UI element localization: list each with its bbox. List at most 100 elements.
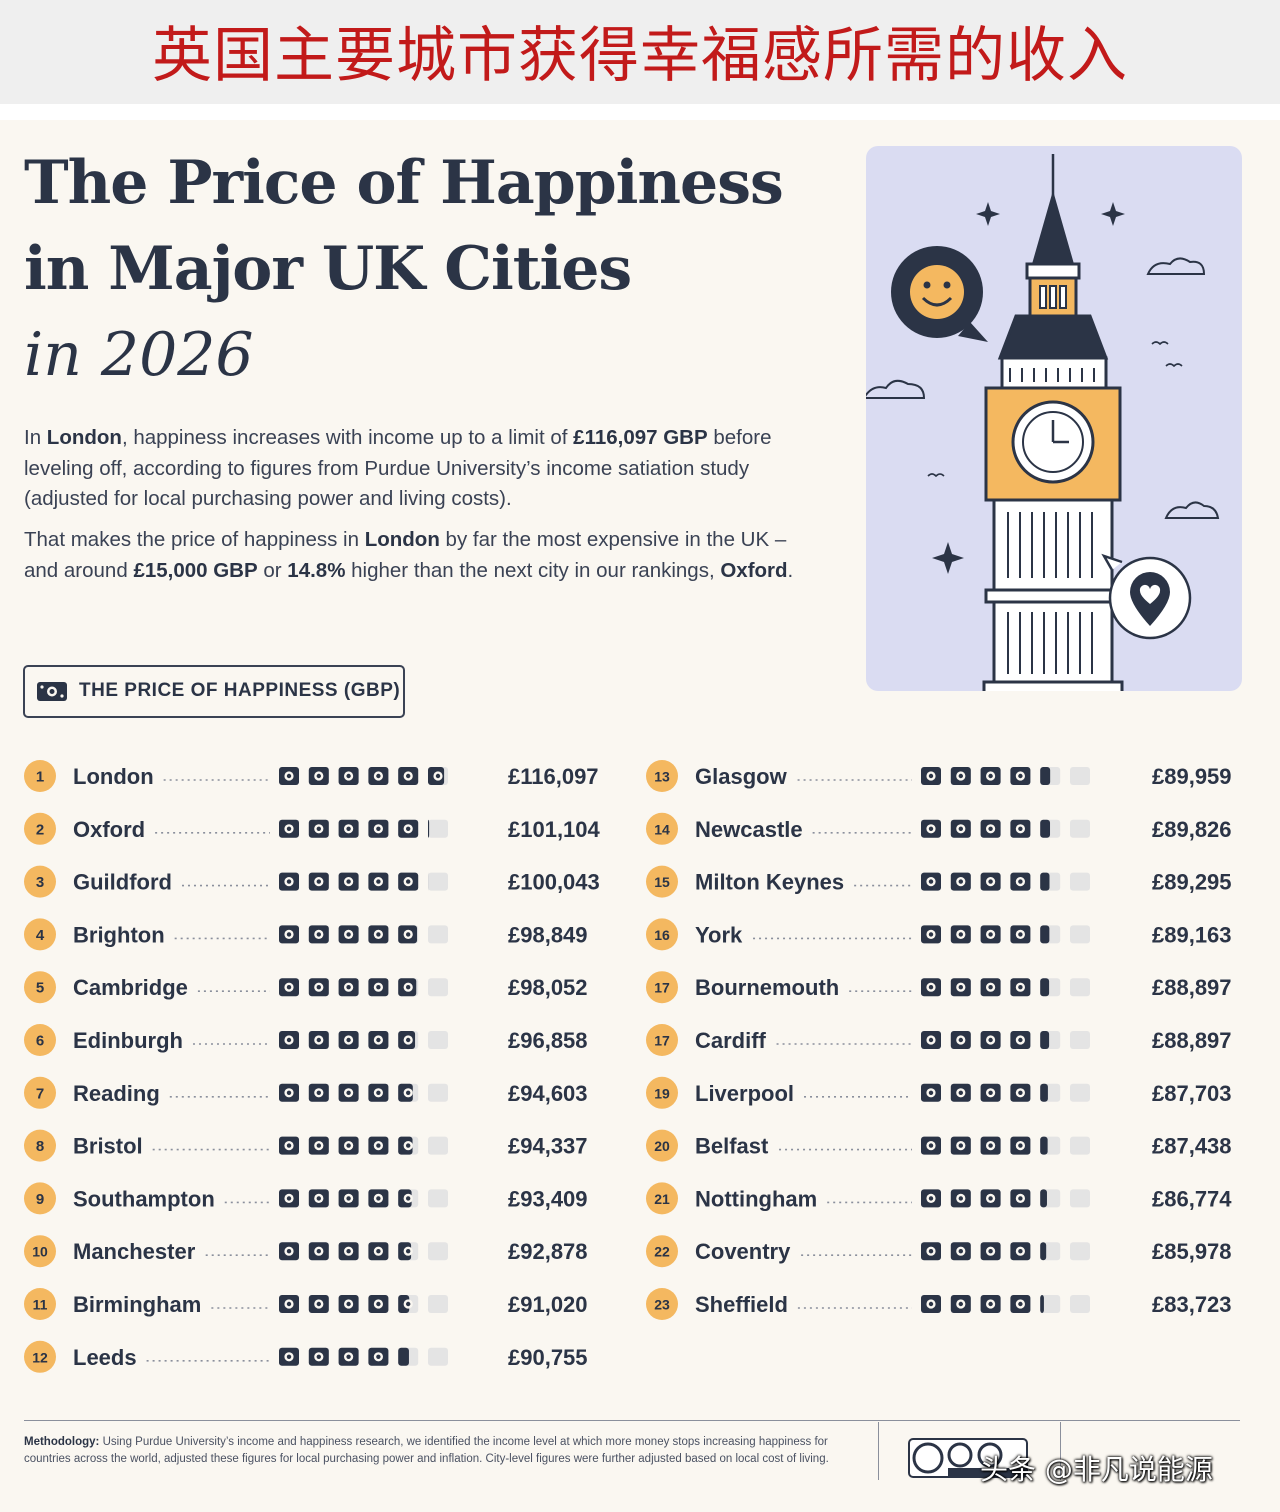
rank-badge: [646, 812, 678, 845]
banknote-icon-dot: [376, 773, 381, 779]
rank-number: 20: [654, 1138, 670, 1154]
banknote-icon-dot: [346, 1301, 351, 1307]
rank-badge: [24, 1076, 56, 1109]
banknote-icon-dot: [376, 1354, 381, 1359]
banknote-icon-dot: [346, 773, 351, 779]
banknote-icon-dot: [406, 826, 411, 831]
intro-emphasis: London: [364, 528, 440, 551]
watermark: 头条 @非凡说能源: [980, 1453, 1213, 1486]
banknote-icon-dot: [1018, 1143, 1023, 1148]
value-label: £90,755: [508, 1345, 588, 1370]
table-row: 12 Leeds £90,755: [24, 1340, 588, 1373]
sparkle-icon: [976, 202, 1000, 226]
intro-text: or: [257, 558, 288, 582]
banknote-icon-dot: [286, 985, 292, 990]
methodology-note: Methodology: Using Purdue University’s i…: [24, 1434, 854, 1468]
rank-badge: [646, 1288, 678, 1320]
banknote-icon-filled: [428, 819, 430, 838]
banknote-icon-dot: [1018, 1249, 1023, 1254]
banknote-icon-dot: [1018, 1090, 1023, 1095]
page-title-line-3: in 2026: [24, 320, 254, 390]
banknote-icon-empty: [1070, 872, 1090, 891]
banknote-icon-empty: [1070, 1136, 1090, 1155]
table-row: 17 Cardiff £88,897: [646, 1024, 1232, 1056]
banknote-icon-dot: [376, 826, 381, 831]
banknote-icon-dot: [988, 932, 993, 937]
city-name: Oxford: [73, 817, 145, 842]
city-name: Reading: [73, 1081, 160, 1106]
table-row: 15 Milton Keynes £89,295: [646, 865, 1232, 898]
table-row: 23 Sheffield £83,723: [646, 1288, 1232, 1320]
banknote-icon-dot: [376, 879, 381, 884]
page-title-line-2: in Major UK Cities: [24, 234, 632, 304]
banknote-icon-dot: [316, 1249, 321, 1254]
banknote-icon-dot: [376, 985, 381, 990]
banknote-icon-dot: [988, 1301, 993, 1307]
banknote-icon-dot: [928, 1301, 934, 1307]
rank-number: 23: [654, 1297, 670, 1313]
rank-number: 17: [654, 1033, 670, 1049]
table-row: 22 Coventry £85,978: [646, 1235, 1232, 1268]
intro-text: In: [24, 426, 47, 449]
banknote-icon-empty: [1070, 1295, 1090, 1313]
rank-badge: [24, 1129, 56, 1162]
banknote-icon-dot: [286, 1301, 292, 1307]
banknote-icon-empty: [428, 1347, 448, 1366]
footer-separator: [1060, 1422, 1061, 1480]
banknote-icon-dot: [1018, 1196, 1023, 1201]
table-row: 7 Reading £94,603: [24, 1076, 588, 1109]
value-label: £87,703: [1152, 1081, 1232, 1106]
banner-title: 英国主要城市获得幸福感所需的收入: [152, 21, 1128, 91]
value-label: £86,774: [1152, 1186, 1232, 1211]
banknote-icon-dot: [316, 985, 321, 990]
banner: 英国主要城市获得幸福感所需的收入: [0, 0, 1280, 104]
value-label: £100,043: [508, 870, 600, 895]
rank-badge: [646, 1182, 678, 1215]
rank-badge: [24, 812, 56, 845]
banknote-icon-dot: [316, 1354, 321, 1359]
banknote-icon-dot: [316, 826, 321, 831]
banknote-icon-filled: [1040, 872, 1050, 891]
legend-box: THE PRICE OF HAPPINESS (GBP): [23, 665, 405, 718]
banknote-icon-dot: [928, 1037, 934, 1043]
banknote-icon-dot: [286, 1196, 292, 1201]
banknote-icon-dot: [958, 1249, 963, 1254]
banknote-icon-dot: [346, 1143, 351, 1148]
banknote-icon-dot: [988, 1249, 993, 1254]
banknote-icon-dot: [316, 1301, 321, 1307]
banknote-icon-dot: [1018, 826, 1023, 831]
banknote-icon-dot: [988, 1196, 993, 1201]
page-title-line-1: The Price of Happiness: [24, 148, 784, 218]
banknote-icon-dot: [406, 1037, 411, 1043]
banknote-icon-dot: [958, 826, 963, 831]
intro-emphasis: Oxford: [720, 558, 788, 582]
banknote-icon-dot: [286, 1354, 292, 1359]
banknote-icon-filled: [1040, 978, 1050, 997]
rank-number: 1: [36, 769, 44, 786]
banknote-icon-dot: [376, 932, 381, 937]
table-row: 4 Brighton £98,849: [24, 918, 588, 951]
rank-badge: [646, 1235, 678, 1268]
table-row: 6 Edinburgh £96,858: [24, 1024, 588, 1056]
banknote-icon-empty: [1040, 1295, 1061, 1313]
city-name: Cambridge: [73, 975, 188, 1000]
rank-badge: [24, 865, 56, 898]
rank-number: 11: [33, 1297, 48, 1313]
value-label: £89,163: [1152, 922, 1232, 947]
banknote-icon-dot: [406, 1249, 411, 1254]
rank-number: 17: [654, 980, 670, 996]
table-row: 19 Liverpool £87,703: [646, 1076, 1232, 1109]
banknote-icon-empty: [428, 1083, 448, 1102]
banknote-icon-dot: [1018, 1037, 1023, 1043]
city-name: Newcastle: [695, 817, 803, 842]
value-label: £91,020: [508, 1292, 588, 1317]
city-name: Belfast: [695, 1134, 769, 1159]
banknote-icon-dot: [316, 773, 321, 779]
banknote-icon-empty: [1070, 1189, 1090, 1208]
methodology-text: Using Purdue University’s income and hap…: [24, 1436, 829, 1465]
table-row: 3 Guildford £100,043: [24, 865, 600, 898]
city-name: Brighton: [73, 922, 165, 947]
banknote-icon-empty: [1070, 978, 1090, 997]
value-label: £92,878: [508, 1239, 588, 1264]
banknote-icon-filled: [1040, 1083, 1048, 1102]
